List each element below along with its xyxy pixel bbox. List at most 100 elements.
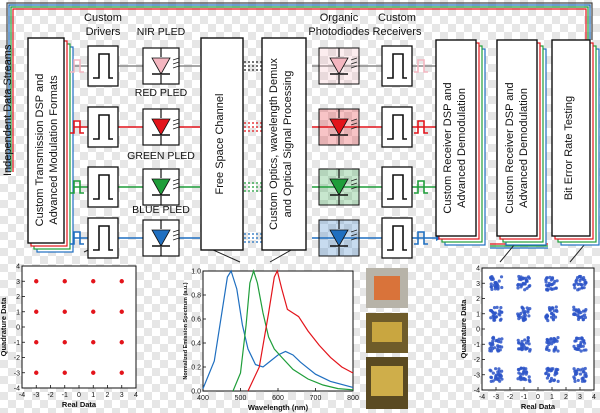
optics-label-line1: Custom Optics, wavelength Demux: [268, 58, 280, 230]
constellation-noisy-point: [516, 283, 520, 287]
constellation-noisy-point: [573, 372, 578, 376]
rx-dsp-block-1-box: [435, 39, 477, 237]
constellation-rx-ytick-label: 3: [476, 281, 480, 288]
photodiode-blue-triangle: [329, 229, 349, 247]
output-pulse-nir: [414, 59, 428, 73]
constellation-noisy-point: [489, 375, 493, 379]
constellation-point: [91, 340, 96, 345]
constellation-noisy-point: [525, 306, 529, 310]
constellation-noisy-point: [494, 376, 498, 380]
constellation-noisy-point: [524, 367, 528, 371]
photodiode-blue-emission-ray: [350, 229, 358, 233]
constellation-tx-xtick-label: -4: [19, 392, 25, 399]
constellation-rx-xtick-label: -3: [493, 394, 499, 401]
constellation-rx-xtick-label: 4: [592, 394, 596, 401]
constellation-noisy-point: [556, 349, 560, 353]
constellation-noisy-point: [576, 288, 580, 292]
constellation-noisy-point: [583, 373, 587, 377]
emission-spectrum-ytick-label: 0.0: [191, 389, 201, 396]
constellation-noisy-point: [555, 309, 559, 313]
constellation-point: [91, 309, 96, 314]
constellation-noisy-point: [494, 315, 499, 319]
constellation-rx-xtick-label: -4: [479, 394, 485, 401]
constellation-noisy-point: [524, 370, 528, 374]
constellation-rx-ytick-label: 1: [476, 311, 480, 318]
constellation-noisy-point: [544, 280, 548, 284]
header-photodiodes-line2: Photodiodes: [308, 26, 370, 38]
constellation-rx-ytick-label: -2: [474, 357, 480, 364]
constellation-rx-ytick-label: -4: [474, 388, 480, 395]
driver-nir-box: [87, 45, 119, 87]
constellation-point: [91, 279, 96, 284]
photodiode-red: [318, 108, 360, 146]
constellation-rx-ytick-label: 2: [476, 296, 480, 303]
photodiode-nir-emission-ray: [350, 61, 358, 65]
constellation-rx-xtick-label: -2: [507, 394, 513, 401]
rx-dsp-block-2-box: [496, 39, 538, 237]
diagram-labels: Independent Data Streams Custom Drivers …: [2, 12, 575, 230]
constellation-noisy-point: [545, 317, 549, 321]
constellation-noisy-point: [579, 283, 583, 287]
ber-block-box: [551, 39, 591, 237]
receiver-nir-pulse: [387, 53, 407, 79]
constellation-noisy-point: [519, 311, 523, 316]
constellation-noisy-point: [527, 276, 531, 280]
constellation-noisy-point: [549, 307, 554, 311]
header-drivers-line1: Custom: [84, 12, 122, 24]
emission-spectrum-frame: [202, 270, 354, 392]
optics-block: [261, 37, 307, 251]
constellation-noisy-point: [545, 338, 549, 342]
constellation-noisy-point: [488, 349, 492, 353]
constellation-noisy-point: [546, 284, 550, 288]
constellation-noisy-point: [521, 342, 525, 346]
constellation-noisy-point: [575, 276, 580, 280]
tx-dsp-block: [27, 37, 74, 253]
constellation-noisy-point: [572, 283, 576, 287]
constellation-noisy-point: [492, 314, 496, 318]
photodiode-green-emission-ray: [350, 186, 358, 190]
output-pulse-green: [414, 180, 428, 194]
constellation-tx-ylabel: Quadrature Data: [0, 297, 8, 357]
constellation-noisy-point: [524, 276, 528, 280]
constellation-noisy-point: [575, 336, 579, 340]
constellation-noisy-point: [495, 338, 499, 343]
driver-red: [87, 106, 119, 148]
constellation-noisy-point: [548, 275, 552, 279]
constellation-noisy-point: [552, 281, 556, 285]
constellation-rx-xtick-label: -1: [521, 394, 527, 401]
constellation-noisy-point: [488, 368, 492, 372]
constellation-point: [34, 279, 39, 284]
constellation-tx-xtick-label: 3: [120, 392, 124, 399]
emission-spectrum-xtick-label: 500: [235, 395, 247, 402]
pled-label-nir: NIR PLED: [137, 26, 186, 38]
constellation-tx-xtick-label: -1: [62, 392, 68, 399]
constellation-noisy-point: [576, 378, 580, 383]
tx-dsp-label-line1: Custom Transmission DSP and: [34, 74, 46, 227]
pled-green-emission-ray: [172, 178, 180, 182]
constellation-noisy-point: [581, 317, 585, 322]
photodiode-red-emission-ray: [350, 126, 358, 130]
constellation-noisy-point: [551, 287, 556, 291]
constellation-rx-ylabel: Quadrature Data: [459, 299, 468, 359]
constellation-tx-xlabel: Real Data: [62, 400, 97, 409]
constellation-noisy-point: [579, 344, 583, 349]
constellation-noisy-point: [517, 371, 521, 375]
photodiode-nir-emission-ray: [350, 65, 358, 69]
rx-dsp-1-label-line2: Advanced Demodulation: [456, 88, 468, 208]
constellation-noisy-point: [520, 339, 524, 344]
emission-spectrum-xtick-label: 400: [197, 395, 209, 402]
constellation-tx-xtick-label: 2: [106, 392, 110, 399]
constellation-point: [34, 340, 39, 345]
constellation-noisy-point: [549, 376, 554, 381]
constellation-noisy-point: [550, 276, 555, 280]
constellation-noisy-point: [582, 369, 586, 374]
constellation-noisy-point: [552, 349, 556, 353]
constellation-tx-ytick-label: 4: [16, 264, 20, 271]
emission-spectrum-xtick-label: 700: [310, 395, 322, 402]
constellation-noisy-point: [528, 347, 532, 352]
constellation-noisy-point: [491, 371, 495, 375]
constellation-noisy-point: [549, 337, 553, 341]
receiver-red-pulse: [387, 114, 407, 140]
optics-block-box: [261, 37, 307, 251]
driver-blue-pulse: [93, 225, 113, 251]
